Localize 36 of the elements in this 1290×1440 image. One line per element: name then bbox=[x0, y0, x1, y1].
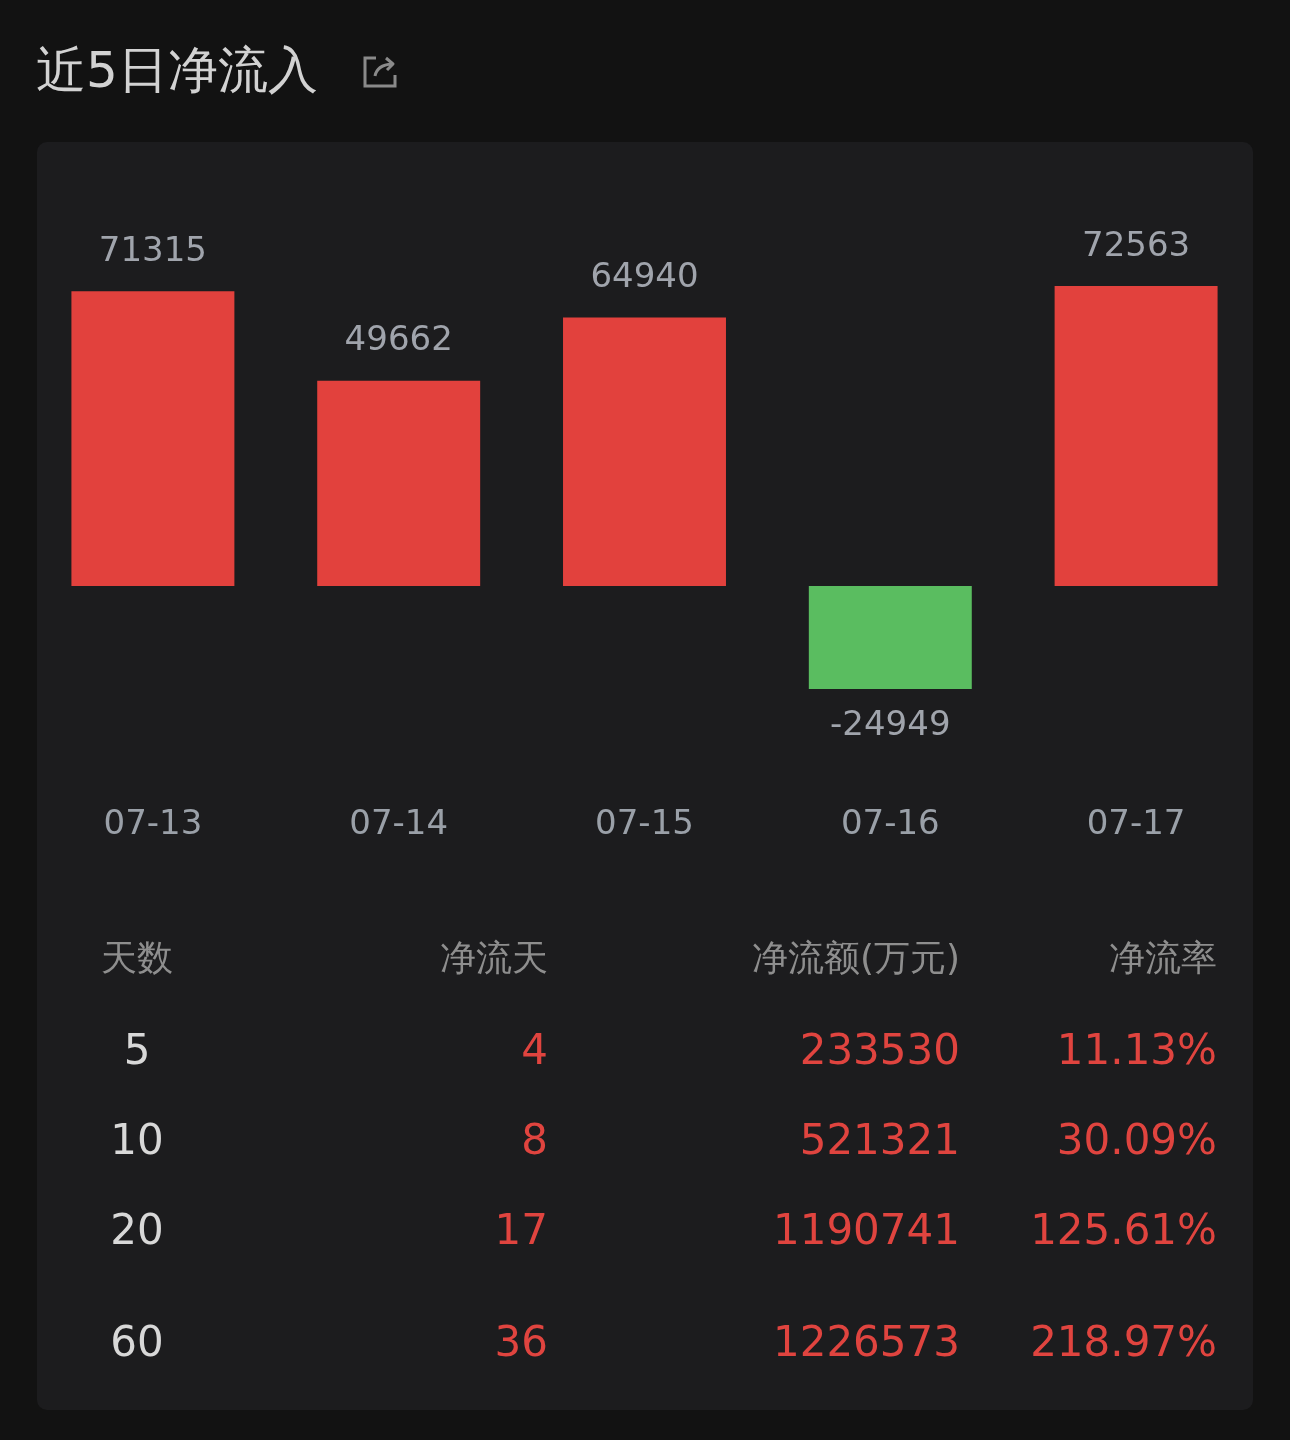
text: 60 bbox=[110, 1316, 164, 1368]
data-label: 49662 bbox=[344, 318, 453, 359]
text: 4 bbox=[521, 1024, 548, 1076]
data-label: 64940 bbox=[590, 255, 699, 296]
chart-title: 近5日净流入 bbox=[36, 40, 318, 100]
text: 17 bbox=[494, 1204, 548, 1256]
text: 1226573 bbox=[772, 1316, 960, 1368]
category-label: 净流额(万元) bbox=[751, 936, 960, 980]
x-tick-label: 07-17 bbox=[1086, 802, 1186, 843]
text: 125.61% bbox=[1030, 1204, 1217, 1256]
category-label: 净流天 bbox=[440, 936, 548, 980]
category-label: 天数 bbox=[101, 936, 173, 980]
text: 30.09% bbox=[1056, 1114, 1217, 1166]
text: 10 bbox=[110, 1114, 164, 1166]
text: 36 bbox=[494, 1316, 548, 1368]
category-label: 净流率 bbox=[1109, 936, 1217, 980]
text: 233530 bbox=[799, 1024, 960, 1076]
x-tick-label: 07-13 bbox=[103, 802, 203, 843]
data-label: 72563 bbox=[1082, 223, 1191, 264]
x-tick-label: 07-15 bbox=[595, 802, 694, 843]
data-label: 71315 bbox=[98, 228, 207, 269]
bar bbox=[1054, 286, 1218, 586]
text: 8 bbox=[521, 1114, 548, 1166]
text: 11.13% bbox=[1056, 1024, 1217, 1076]
bar bbox=[317, 380, 481, 586]
bar bbox=[563, 317, 726, 586]
bar bbox=[808, 585, 972, 689]
bar bbox=[71, 291, 235, 586]
text: 20 bbox=[110, 1204, 164, 1256]
text: 218.97% bbox=[1030, 1316, 1217, 1368]
x-tick-label: 07-16 bbox=[840, 802, 940, 843]
text: 5 bbox=[123, 1024, 151, 1076]
text: 1190741 bbox=[772, 1204, 960, 1256]
text: 521321 bbox=[799, 1114, 960, 1166]
x-tick-label: 07-14 bbox=[349, 802, 449, 843]
data-label: -24949 bbox=[830, 702, 951, 743]
